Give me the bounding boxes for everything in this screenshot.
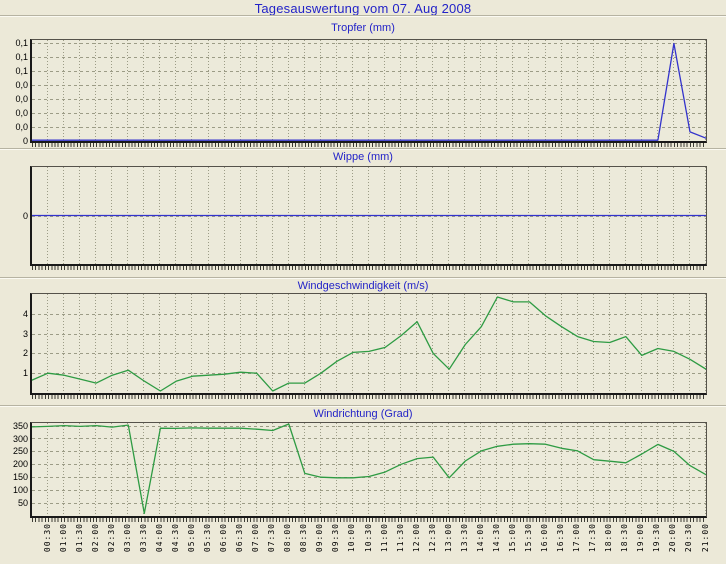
y-tick-label-windrichtung: 250 [12,446,28,457]
x-tick-label: 06:00 [219,523,229,553]
chart-plot-windgeschwindigkeit [30,293,707,395]
chart-canvas-wippe [32,167,706,264]
x-tick-label: 07:00 [251,523,261,553]
x-tick-label: 08:30 [299,523,309,553]
x-tick-label: 04:00 [154,523,164,553]
chart-title-wippe: Wippe (mm) [333,151,393,163]
x-axis-ticks-windrichtung [32,518,706,522]
x-tick-label: 13:30 [459,523,469,553]
x-tick-label: 17:30 [588,523,598,553]
x-tick-label: 02:00 [90,523,100,553]
x-tick-label: 16:30 [556,523,566,553]
data-line-windrichtung [32,423,706,515]
x-tick-label: 12:00 [411,523,421,553]
y-tick-label-windrichtung: 150 [12,472,28,483]
x-tick-label: 01:00 [58,523,68,553]
y-tick-label-windrichtung: 300 [12,433,28,444]
y-tick-label-windrichtung: 200 [12,459,28,470]
chart-plot-windrichtung [30,422,707,518]
y-tick-label-tropfer: 0,1 [15,66,28,77]
y-tick-label-tropfer: 0,1 [15,38,28,49]
x-tick-label: 15:30 [523,523,533,553]
y-tick-label-tropfer: 0,0 [15,122,28,133]
chart-canvas-tropfer [32,40,706,141]
x-tick-label: 02:30 [106,523,116,553]
y-tick-label-windgeschwindigkeit: 1 [22,368,28,379]
chart-plot-wippe [30,166,707,266]
y-tick-label-tropfer: 0 [22,136,28,146]
x-tick-label: 08:00 [283,523,293,553]
y-tick-label-tropfer: 0,0 [15,80,28,91]
y-tick-label-wippe: 0 [22,210,28,221]
chart-title-windgeschwindigkeit: Windgeschwindigkeit (m/s) [297,280,429,292]
panel-separator [0,148,726,150]
x-tick-label: 11:30 [395,523,405,553]
x-tick-label: 18:30 [620,523,630,553]
y-tick-label-windrichtung: 350 [12,420,28,431]
x-axis-ticks-windgeschwindigkeit [32,395,706,399]
chart-canvas-windgeschwindigkeit [32,294,706,393]
x-tick-label: 01:30 [74,523,84,553]
x-tick-label: 21:00 [700,523,710,553]
y-tick-label-tropfer: 0,0 [15,94,28,105]
x-tick-label: 03:00 [122,523,132,553]
x-tick-label: 11:00 [379,523,389,553]
x-axis-ticks-tropfer [32,143,706,147]
chart-plot-tropfer [30,39,707,143]
x-axis-ticks-wippe [32,266,706,270]
chart-canvas-windrichtung [32,423,706,516]
x-tick-label: 13:00 [443,523,453,553]
x-tick-label: 17:00 [572,523,582,553]
x-tick-label: 00:30 [42,523,52,553]
x-tick-label: 05:30 [203,523,213,553]
data-line-windgeschwindigkeit [32,296,706,392]
page-title: Tagesauswertung vom 07. Aug 2008 [254,1,472,16]
y-tick-label-windgeschwindigkeit: 2 [22,348,28,359]
y-tick-label-windrichtung: 100 [12,485,28,496]
chart-title-tropfer: Tropfer (mm) [331,22,395,34]
x-tick-label: 10:00 [347,523,357,553]
y-tick-label-tropfer: 0,0 [15,108,28,119]
x-tick-label: 07:30 [267,523,277,553]
x-tick-label: 18:00 [604,523,614,553]
y-tick-label-windgeschwindigkeit: 4 [22,308,28,319]
panel-separator [0,277,726,279]
x-tick-label: 09:30 [331,523,341,553]
x-tick-label: 20:00 [668,523,678,553]
x-tick-label: 16:00 [540,523,550,553]
panel-separator [0,15,726,17]
x-tick-label: 20:30 [684,523,694,553]
x-tick-label: 19:30 [652,523,662,553]
chart-title-windrichtung: Windrichtung (Grad) [313,408,413,420]
y-tick-label-windgeschwindigkeit: 3 [22,328,28,339]
x-tick-label: 03:30 [138,523,148,553]
x-tick-label: 05:00 [186,523,196,553]
x-tick-label: 09:00 [315,523,325,553]
panel-separator [0,405,726,407]
x-tick-label: 19:00 [636,523,646,553]
y-tick-label-windrichtung: 50 [17,498,28,509]
x-tick-label: 14:00 [475,523,485,553]
y-tick-label-tropfer: 0,1 [15,52,28,63]
x-tick-label: 15:00 [507,523,517,553]
data-line-tropfer [32,42,706,141]
x-tick-label: 06:30 [235,523,245,553]
x-tick-label: 12:30 [427,523,437,553]
x-tick-label: 10:30 [363,523,373,553]
x-tick-label: 04:30 [170,523,180,553]
x-tick-label: 14:30 [491,523,501,553]
